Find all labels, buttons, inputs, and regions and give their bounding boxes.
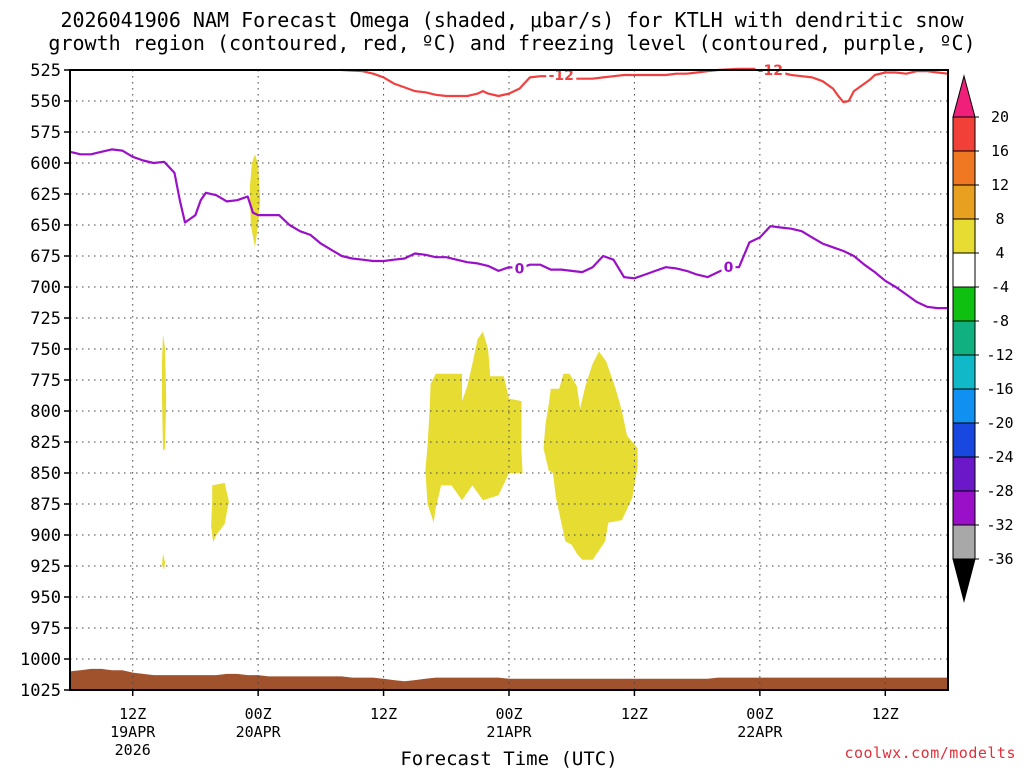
x-tick-label: 00Z [495, 705, 522, 723]
y-tick-label: 925 [30, 557, 61, 577]
omega-shaded-region [162, 553, 166, 570]
credit-label: coolwx.com/modelts [844, 744, 1016, 762]
x-tick-label: 00Z [245, 705, 272, 723]
chart-title-line-2: growth region (contoured, red, ºC) and f… [48, 31, 976, 55]
colorbar-segment [952, 218, 976, 254]
y-tick-label: 1025 [20, 681, 61, 701]
y-tick-label: 600 [30, 154, 61, 174]
colorbar-segment [952, 320, 976, 356]
x-tick-label: 00Z [746, 705, 773, 723]
colorbar-label: 8 [995, 210, 1004, 228]
colorbar-label: -24 [986, 448, 1013, 466]
x-tick-date: 20APR [236, 723, 282, 741]
x-axis-label: Forecast Time (UTC) [400, 748, 617, 768]
colorbar-segment [952, 490, 976, 526]
freezing-level-line [69, 148, 948, 310]
y-tick-label: 800 [30, 402, 61, 422]
y-tick-label: 675 [30, 247, 61, 267]
omega-shaded-region [162, 334, 167, 451]
dendritic-growth-contour-label: -12 [549, 68, 574, 84]
colorbar-label: -12 [986, 346, 1013, 364]
y-tick-label: 725 [30, 309, 61, 329]
colorbar-top-arrow [952, 74, 976, 118]
y-tick-label: 700 [30, 278, 61, 298]
colorbar-segment [952, 150, 976, 186]
y-tick-label: 1000 [20, 650, 61, 670]
y-tick-label: 850 [30, 464, 61, 484]
colorbar-segment [952, 388, 976, 424]
colorbar-label: -16 [986, 380, 1013, 398]
chart-title-line-1: 2026041906 NAM Forecast Omega (shaded, μ… [60, 8, 964, 32]
y-tick-label: 650 [30, 216, 61, 236]
x-tick-label: 12Z [872, 705, 899, 723]
colorbar-label: -8 [991, 312, 1009, 330]
axis-layer: 525 550 575 600 625 650 675 700 725 750 775 800 825 8… [20, 61, 899, 768]
omega-shading-layer [162, 154, 638, 570]
freezing-level-label-bg [721, 259, 736, 275]
x-tick-label: 12Z [370, 705, 397, 723]
terrain-fill [70, 668, 948, 690]
contour-label-layer: 0 0-12 -12 [512, 62, 786, 277]
y-tick-label: 875 [30, 495, 61, 515]
colorbar-segment [952, 252, 976, 288]
y-tick-label: 775 [30, 371, 61, 391]
freezing-level-label-bg [512, 260, 527, 276]
colorbar-label: 20 [991, 108, 1009, 126]
y-tick-label: 525 [30, 61, 61, 81]
colorbar-segment [952, 184, 976, 220]
y-tick-label: 550 [30, 92, 61, 112]
colorbar-segment [952, 286, 976, 322]
y-tick-label: 575 [30, 123, 61, 143]
contour-layer [69, 67, 949, 310]
colorbar-label: -36 [986, 550, 1013, 568]
omega-shaded-region [425, 331, 523, 523]
colorbar-label: -28 [986, 482, 1013, 500]
y-tick-label: 975 [30, 619, 61, 639]
colorbar-segment [952, 116, 976, 152]
x-tick-date: 22APR [737, 723, 783, 741]
y-tick-label: 950 [30, 588, 61, 608]
colorbar-label: 16 [991, 142, 1009, 160]
omega-shaded-region [249, 154, 261, 248]
x-tick-date: 19APR [110, 723, 156, 741]
y-tick-label: 825 [30, 433, 61, 453]
dendritic-growth-contour-line [341, 67, 949, 104]
colorbar-label: -4 [991, 278, 1009, 296]
colorbar-label: 4 [995, 244, 1004, 262]
omega-shaded-region [543, 351, 638, 560]
y-tick-label: 625 [30, 185, 61, 205]
freezing-level-label: 0 [515, 261, 525, 277]
colorbar-segment [952, 422, 976, 458]
colorbar-layer: 20 16 12 8 4 -4 -8 -12 -16 -20 -24 -28 -32 -36 [952, 74, 1014, 603]
x-tick-year: 2026 [115, 741, 151, 759]
x-tick-label: 12Z [621, 705, 648, 723]
terrain-layer [70, 668, 948, 690]
y-tick-label: 750 [30, 340, 61, 360]
colorbar-segment [952, 524, 976, 560]
colorbar-bottom-arrow [952, 558, 976, 603]
x-tick-label: 12Z [119, 705, 146, 723]
y-tick-label: 900 [30, 526, 61, 546]
colorbar-label: 12 [991, 176, 1009, 194]
grid-layer [70, 69, 948, 691]
omega-shaded-region [211, 482, 229, 543]
colorbar-label: -20 [986, 414, 1013, 432]
colorbar-label: -32 [986, 516, 1013, 534]
x-tick-date: 21APR [486, 723, 532, 741]
colorbar-segment [952, 456, 976, 492]
colorbar-segment [952, 354, 976, 390]
freezing-level-label: 0 [724, 260, 734, 276]
